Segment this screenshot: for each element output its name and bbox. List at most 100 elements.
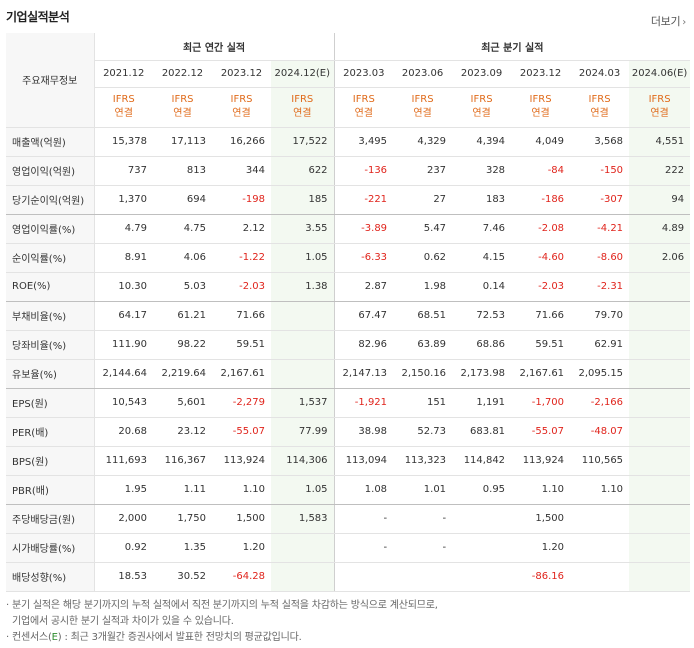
table-cell: -136 <box>333 156 394 186</box>
period-header: 2024.06(E) <box>629 60 691 88</box>
table-cell: 0.14 <box>452 272 512 302</box>
table-row: PER(배) 20.68 23.12 -55.07 77.99 38.98 52.73 683… <box>6 417 691 447</box>
table-cell <box>629 301 691 331</box>
table-cell <box>629 388 691 418</box>
table-cell: 1,500 <box>511 504 571 534</box>
table-cell: - <box>393 504 453 534</box>
table-cell: -1,921 <box>333 388 394 418</box>
table-cell: -86.16 <box>511 562 571 592</box>
table-cell: -221 <box>333 185 394 215</box>
table-cell: 1.35 <box>153 533 212 563</box>
row-label: BPS(원) <box>6 446 95 476</box>
row-label: EPS(원) <box>6 388 95 418</box>
table-cell: 1,537 <box>271 388 335 418</box>
table-cell: 7.46 <box>452 214 512 244</box>
table-cell: 2,167.61 <box>212 359 271 389</box>
table-cell: 0.62 <box>393 243 453 273</box>
table-cell: 79.70 <box>570 301 630 331</box>
table-cell: 2,147.13 <box>333 359 394 389</box>
table-cell: - <box>393 533 453 563</box>
table-cell: -4.60 <box>511 243 571 273</box>
table-cell: 68.86 <box>452 330 512 360</box>
table-cell: 328 <box>452 156 512 186</box>
table-cell: 18.53 <box>94 562 153 592</box>
period-header: 2023.06 <box>393 60 453 88</box>
table-cell: -48.07 <box>570 417 630 447</box>
table-cell: 5.47 <box>393 214 453 244</box>
table-cell: -55.07 <box>212 417 271 447</box>
table-cell: 737 <box>94 156 153 186</box>
table-cell: 1.05 <box>271 475 335 505</box>
footnote-consensus: · 컨센서스(E) : 최근 3개월간 증권사에서 발표한 전망치의 평균값입니… <box>6 632 302 643</box>
table-cell: 2,173.98 <box>452 359 512 389</box>
table-row: 매출액(억원) 15,378 17,113 16,266 17,522 3,495 4,32… <box>6 127 691 157</box>
table-row: BPS(원) 111,693 116,367 113,924 114,306 113,09… <box>6 446 691 476</box>
ifrs-label: IFRS 연결 <box>393 87 453 128</box>
table-cell: 683.81 <box>452 417 512 447</box>
period-header: 2023.09 <box>452 60 512 88</box>
table-cell: -307 <box>570 185 630 215</box>
ifrs-label: IFRS 연결 <box>212 87 271 128</box>
row-label: 영업이익(억원) <box>6 156 95 186</box>
table-cell: 1.08 <box>333 475 394 505</box>
table-cell <box>629 446 691 476</box>
table-row: ROE(%) 10.30 5.03 -2.03 1.38 2.87 1.98 0.14 -2.0… <box>6 272 691 302</box>
estimate-marker: E <box>51 632 58 643</box>
table-cell: 67.47 <box>333 301 394 331</box>
table-cell: 68.51 <box>393 301 453 331</box>
table-cell <box>629 533 691 563</box>
table-cell <box>271 301 335 331</box>
ifrs-label: IFRS 연결 <box>452 87 512 128</box>
table-cell: 62.91 <box>570 330 630 360</box>
more-link[interactable]: 더보기 › <box>651 13 686 29</box>
table-cell: -8.60 <box>570 243 630 273</box>
table-row: 유보율(%) 2,144.64 2,219.64 2,167.61 2,147.13 2,… <box>6 359 691 389</box>
table-cell: 27 <box>393 185 453 215</box>
ifrs-label: IFRS 연결 <box>153 87 212 128</box>
table-cell: -84 <box>511 156 571 186</box>
table-cell: 1.10 <box>511 475 571 505</box>
table-cell: 4.06 <box>153 243 212 273</box>
row-label: PBR(배) <box>6 475 95 505</box>
table-cell: 694 <box>153 185 212 215</box>
table-row: 부채비율(%) 64.17 61.21 71.66 67.47 68.51 72.53 71.… <box>6 301 691 331</box>
table-cell: -2,279 <box>212 388 271 418</box>
row-label: ROE(%) <box>6 272 95 302</box>
table-cell: 344 <box>212 156 271 186</box>
table-cell: 185 <box>271 185 335 215</box>
row-label: 당좌비율(%) <box>6 330 95 360</box>
table-cell <box>452 562 512 592</box>
table-cell: 2,000 <box>94 504 153 534</box>
table-cell: 1,583 <box>271 504 335 534</box>
table-cell: 20.68 <box>94 417 153 447</box>
table-cell <box>570 533 630 563</box>
table-cell: 1.10 <box>212 475 271 505</box>
table-cell: 71.66 <box>511 301 571 331</box>
table-cell: - <box>333 504 394 534</box>
row-label: 시가배당률(%) <box>6 533 95 563</box>
table-row: PBR(배) 1.95 1.11 1.10 1.05 1.08 1.01 0.95 1.10 1.… <box>6 475 691 505</box>
table-cell <box>271 359 335 389</box>
row-label: 부채비율(%) <box>6 301 95 331</box>
table-cell: - <box>333 533 394 563</box>
table-cell: 72.53 <box>452 301 512 331</box>
table-cell: 1.20 <box>511 533 571 563</box>
table-cell: -1,700 <box>511 388 571 418</box>
ifrs-label: IFRS 연결 <box>271 87 335 128</box>
table-cell: 17,522 <box>271 127 335 157</box>
table-cell: -198 <box>212 185 271 215</box>
table-cell: 59.51 <box>212 330 271 360</box>
table-cell: 1.98 <box>393 272 453 302</box>
table-cell: 813 <box>153 156 212 186</box>
table-cell: 4,049 <box>511 127 571 157</box>
table-cell: 113,323 <box>393 446 453 476</box>
table-row: 시가배당률(%) 0.92 1.35 1.20- -1.20 <box>6 533 691 563</box>
table-cell: 1,191 <box>452 388 512 418</box>
table-cell <box>271 533 335 563</box>
table-cell: 10,543 <box>94 388 153 418</box>
row-label: 배당성향(%) <box>6 562 95 592</box>
table-cell: 1.95 <box>94 475 153 505</box>
chevron-right-icon: › <box>682 17 686 28</box>
table-cell: -4.21 <box>570 214 630 244</box>
row-label: 순이익률(%) <box>6 243 95 273</box>
